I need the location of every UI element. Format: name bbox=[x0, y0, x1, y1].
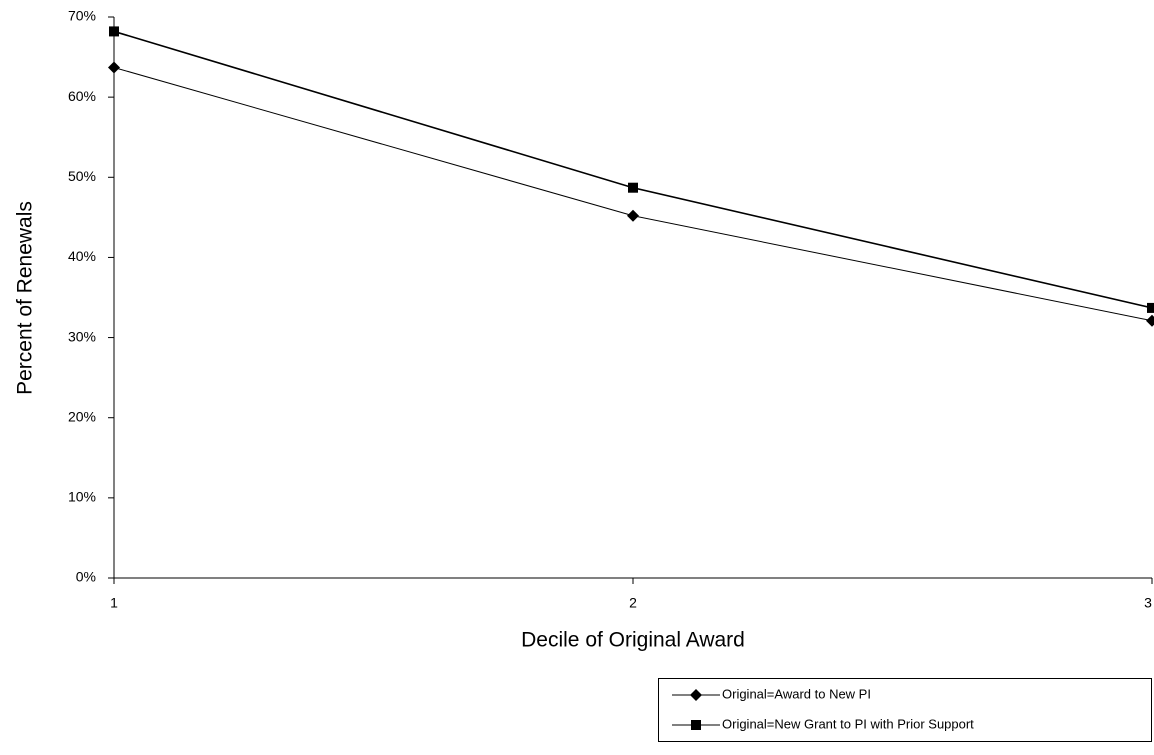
y-tick-label: 40% bbox=[68, 248, 96, 264]
marker bbox=[691, 720, 701, 730]
marker bbox=[628, 182, 638, 193]
x-tick-label: 1 bbox=[110, 595, 118, 611]
x-tick-label: 3 bbox=[1144, 595, 1152, 611]
legend-label: Original=New Grant to PI with Prior Supp… bbox=[722, 716, 974, 731]
marker bbox=[108, 61, 120, 74]
x-axis-title: Decile of Original Award bbox=[521, 629, 745, 652]
y-axis-title: Percent of Renewals bbox=[14, 201, 37, 395]
marker bbox=[1147, 302, 1154, 313]
y-tick-label: 10% bbox=[68, 489, 96, 505]
legend-label: Original=Award to New PI bbox=[722, 686, 871, 701]
marker bbox=[1146, 314, 1154, 327]
series-line bbox=[113, 30, 1153, 309]
marker bbox=[690, 689, 702, 701]
legend-box bbox=[658, 678, 1152, 742]
y-tick-label: 20% bbox=[68, 408, 96, 424]
x-tick-label: 2 bbox=[629, 595, 637, 611]
y-tick-label: 60% bbox=[68, 88, 96, 104]
y-tick-label: 0% bbox=[76, 569, 96, 585]
marker bbox=[109, 26, 119, 37]
series-line bbox=[113, 67, 1153, 322]
y-tick-label: 70% bbox=[68, 8, 96, 24]
marker bbox=[627, 209, 639, 222]
y-tick-label: 50% bbox=[68, 168, 96, 184]
y-tick-label: 30% bbox=[68, 328, 96, 344]
